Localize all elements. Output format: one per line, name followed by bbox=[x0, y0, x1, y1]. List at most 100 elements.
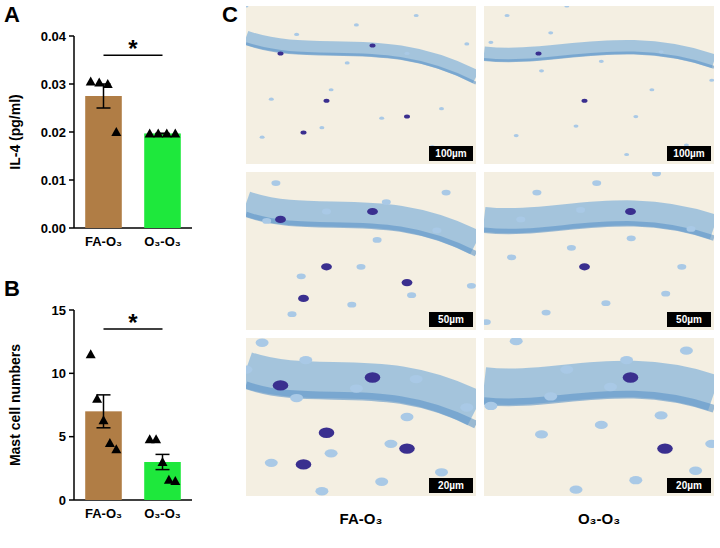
data-point bbox=[105, 438, 115, 447]
cell-nucleus bbox=[484, 402, 497, 410]
mast-cell bbox=[625, 208, 636, 215]
cell-nucleus bbox=[464, 42, 469, 45]
cell-nucleus bbox=[410, 375, 423, 383]
cell-nucleus bbox=[357, 264, 366, 270]
cell-nucleus bbox=[705, 440, 714, 448]
data-point bbox=[170, 476, 180, 485]
cell-nucleus bbox=[384, 440, 397, 448]
mast-cell bbox=[298, 295, 309, 302]
epithelium-edge bbox=[484, 224, 714, 238]
cell-nucleus bbox=[354, 23, 359, 26]
y-tick-label: 0.03 bbox=[41, 77, 66, 92]
y-tick bbox=[69, 499, 74, 501]
epithelium-edge bbox=[246, 385, 476, 425]
error-cap bbox=[97, 427, 111, 429]
cell-nucleus bbox=[467, 283, 476, 289]
tissue-background bbox=[246, 6, 476, 164]
data-point bbox=[153, 128, 163, 137]
cell-nucleus bbox=[322, 209, 331, 215]
tissue-background bbox=[246, 338, 476, 496]
cell-nucleus bbox=[350, 384, 363, 392]
cell-nucleus bbox=[246, 6, 249, 8]
column-label: FA-O₃ bbox=[340, 510, 383, 527]
cell-nucleus bbox=[560, 365, 573, 373]
cell-nucleus bbox=[532, 190, 541, 196]
mast-cell bbox=[273, 380, 289, 390]
cell-nucleus bbox=[655, 411, 668, 419]
micrograph bbox=[246, 172, 476, 330]
mast-cell bbox=[301, 130, 307, 134]
cell-nucleus bbox=[407, 292, 416, 298]
cell-nucleus bbox=[379, 117, 384, 120]
epithelium bbox=[246, 38, 476, 78]
cell-nucleus bbox=[435, 468, 448, 476]
y-tick-label: 0.02 bbox=[41, 125, 66, 140]
mast-cell bbox=[321, 263, 332, 270]
cell-nucleus bbox=[633, 115, 638, 118]
y-tick-label: 15 bbox=[52, 303, 66, 318]
tissue-background bbox=[484, 6, 714, 164]
cell-nucleus bbox=[659, 50, 664, 53]
mast-cell bbox=[370, 44, 376, 48]
cell-nucleus bbox=[269, 98, 274, 101]
micrograph bbox=[484, 172, 714, 330]
data-point bbox=[151, 434, 161, 443]
cell-nucleus bbox=[680, 346, 693, 354]
epithelium-edge bbox=[484, 53, 714, 67]
cell-nucleus bbox=[567, 245, 576, 251]
cell-nucleus bbox=[516, 217, 525, 223]
cell-nucleus bbox=[514, 134, 519, 137]
bar bbox=[144, 133, 181, 228]
cell-nucleus bbox=[505, 14, 510, 17]
y-tick bbox=[69, 309, 74, 311]
plot-area bbox=[85, 77, 181, 228]
column-label: O₃-O₃ bbox=[578, 510, 620, 527]
cell-nucleus bbox=[592, 180, 601, 186]
cell-nucleus bbox=[548, 31, 553, 34]
tissue-background bbox=[246, 172, 476, 330]
epithelium-edge bbox=[484, 395, 714, 409]
y-axis-title: Mast cell numbers bbox=[7, 344, 23, 466]
panel-letter: A bbox=[4, 2, 20, 27]
y-tick-label: 10 bbox=[52, 366, 66, 381]
y-tick bbox=[69, 131, 74, 133]
cell-nucleus bbox=[256, 339, 269, 347]
cell-nucleus bbox=[345, 61, 350, 64]
cell-nucleus bbox=[652, 172, 661, 176]
error-cap bbox=[156, 454, 170, 456]
mast-cell bbox=[324, 99, 330, 103]
mast-cell bbox=[404, 115, 410, 119]
scale-bar-box bbox=[429, 478, 473, 493]
cell-nucleus bbox=[570, 486, 583, 494]
cell-nucleus bbox=[539, 69, 544, 72]
y-tick bbox=[69, 35, 74, 37]
mast-cell bbox=[399, 443, 415, 453]
y-tick-label: 0 bbox=[59, 493, 66, 508]
cell-nucleus bbox=[460, 403, 473, 411]
data-point bbox=[162, 128, 172, 137]
x-tick-label: FA-O₃ bbox=[85, 506, 122, 521]
cell-nucleus bbox=[439, 107, 444, 110]
tissue-background bbox=[484, 338, 714, 496]
bar bbox=[85, 96, 122, 228]
cell-nucleus bbox=[319, 126, 324, 129]
data-point bbox=[111, 444, 121, 453]
cell-nucleus bbox=[535, 430, 548, 438]
cell-nucleus bbox=[299, 356, 312, 364]
panel-letter: C bbox=[222, 2, 238, 27]
scale-bar-label: 100µm bbox=[673, 148, 704, 159]
epithelium bbox=[484, 379, 714, 393]
cell-nucleus bbox=[689, 467, 702, 475]
scale-bar-label: 20µm bbox=[438, 480, 464, 491]
scale-bar-box bbox=[429, 146, 473, 161]
mast-cell bbox=[536, 51, 542, 55]
cell-nucleus bbox=[288, 311, 297, 317]
mast-cell bbox=[582, 99, 588, 103]
data-point bbox=[94, 78, 104, 87]
data-point bbox=[103, 79, 113, 88]
mast-cell bbox=[275, 216, 286, 223]
plot-area bbox=[85, 349, 181, 500]
y-tick bbox=[69, 83, 74, 85]
y-tick-label: 0.04 bbox=[41, 29, 67, 44]
data-point bbox=[111, 127, 121, 136]
